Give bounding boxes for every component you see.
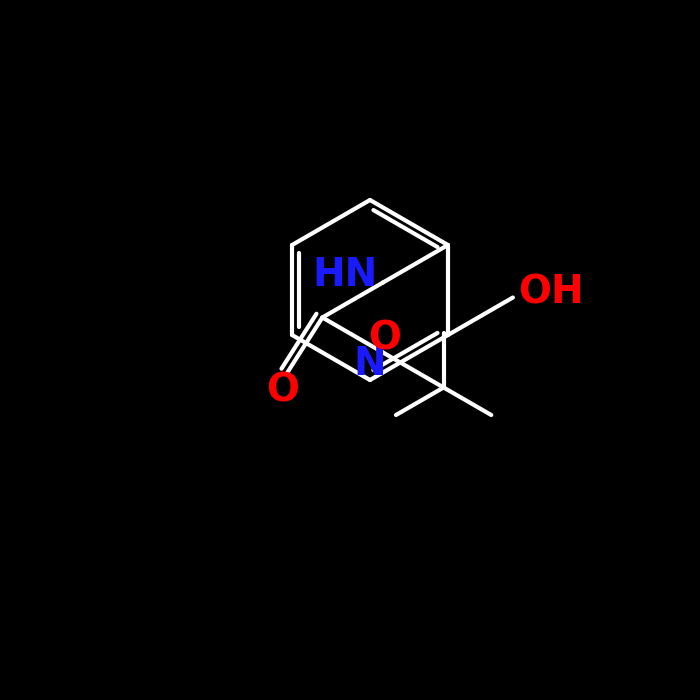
Text: OH: OH (518, 274, 584, 312)
Text: N: N (354, 345, 386, 383)
Text: O: O (266, 372, 299, 410)
Text: HN: HN (313, 256, 378, 293)
Text: O: O (368, 319, 402, 358)
